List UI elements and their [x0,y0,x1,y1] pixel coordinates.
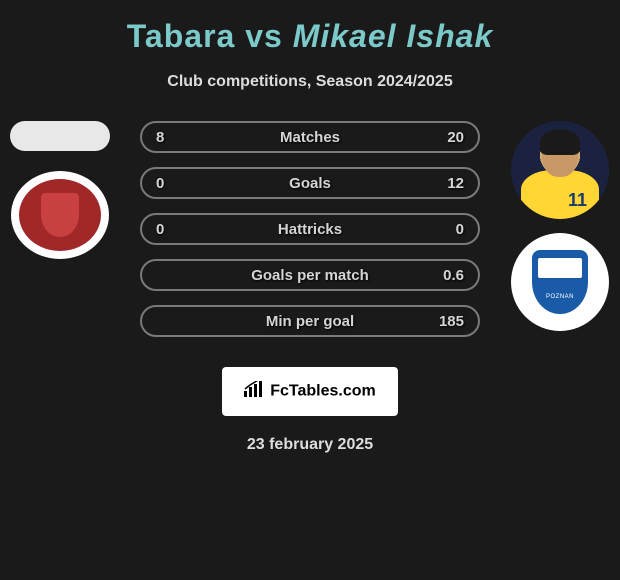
stat-label: Hattricks [278,221,342,238]
branding: FcTables.com [0,367,620,416]
right-player-column [500,121,620,331]
date-text: 23 february 2025 [0,436,620,454]
stat-row-min-per-goal: Min per goal 185 [140,305,480,337]
stat-right-value: 12 [447,175,464,192]
left-player-column [0,121,120,259]
stat-row-goals: 0 Goals 12 [140,167,480,199]
vs-text: vs [245,18,283,54]
player1-club-logo [11,171,109,259]
stat-label: Matches [280,129,340,146]
stat-left-value: 0 [156,175,164,192]
player1-avatar-placeholder [10,121,110,151]
player2-name: Mikael Ishak [293,18,494,54]
stat-row-matches: 8 Matches 20 [140,121,480,153]
stat-right-value: 185 [439,313,464,330]
stats-area: 8 Matches 20 0 Goals 12 0 Hattricks 0 Go… [0,121,620,337]
title: Tabara vs Mikael Ishak [0,18,620,55]
club-shield-icon [532,250,588,314]
brand-text: FcTables.com [270,383,376,400]
player2-avatar [511,121,609,219]
comparison-card: Tabara vs Mikael Ishak Club competitions… [0,0,620,464]
stat-label: Goals [289,175,331,192]
stat-label: Goals per match [251,267,369,284]
player2-club-logo [511,233,609,331]
stat-row-goals-per-match: Goals per match 0.6 [140,259,480,291]
brand-box[interactable]: FcTables.com [222,367,398,416]
stat-right-value: 20 [447,129,464,146]
avatar-hair [540,129,580,155]
stat-right-value: 0 [456,221,464,238]
stat-label: Min per goal [266,313,354,330]
stat-right-value: 0.6 [443,267,464,284]
stat-rows: 8 Matches 20 0 Goals 12 0 Hattricks 0 Go… [140,121,480,337]
player1-name: Tabara [127,18,236,54]
stat-row-hattricks: 0 Hattricks 0 [140,213,480,245]
stat-left-value: 8 [156,129,164,146]
stat-left-value: 0 [156,221,164,238]
subtitle: Club competitions, Season 2024/2025 [0,73,620,91]
chart-icon [244,381,264,402]
